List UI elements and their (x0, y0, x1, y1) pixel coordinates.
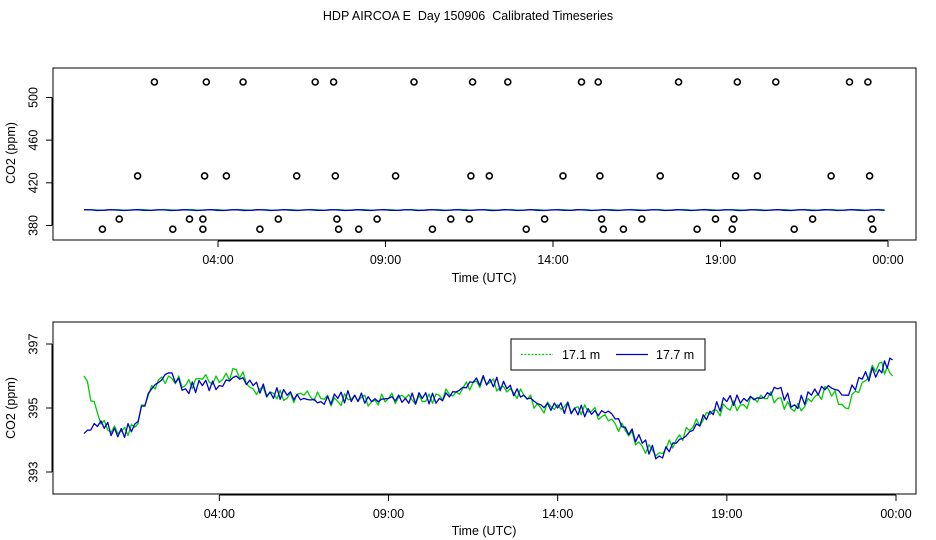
data-point (693, 225, 701, 233)
data-point (753, 172, 762, 180)
x-tick-label: 04:00 (202, 253, 233, 267)
data-point (354, 225, 363, 233)
y-tick-label: 500 (26, 87, 40, 108)
series-line-17-7-m (83, 357, 893, 460)
y-tick-label: 460 (26, 130, 40, 151)
data-point (169, 225, 177, 233)
x-tick-label: 00:00 (880, 507, 911, 521)
x-tick-label: 00:00 (872, 253, 903, 267)
x-tick-label: 14:00 (537, 253, 568, 267)
data-point (733, 78, 742, 86)
data-point (728, 225, 737, 233)
data-point (334, 225, 343, 233)
data-point (331, 172, 340, 180)
data-point (522, 225, 531, 233)
y-tick-label: 380 (26, 215, 40, 236)
data-point (827, 172, 835, 180)
data-point (329, 78, 338, 86)
data-point (771, 78, 780, 86)
x-axis-bottom: 04:00 09:00 14:00 19:00 00:00 (204, 494, 912, 521)
y-tick-label: 420 (26, 172, 40, 193)
y-tick-label: 393 (26, 462, 40, 483)
y-tick-label: 397 (26, 334, 40, 355)
data-point (133, 172, 142, 180)
data-point (150, 78, 159, 86)
y-axis-label-bottom: CO2 (ppm) (4, 377, 18, 439)
data-point (597, 215, 606, 223)
legend-label-17-1m: 17.1 m (562, 348, 600, 362)
data-point (867, 215, 876, 223)
data-point (468, 78, 477, 86)
x-tick-label: 19:00 (711, 507, 742, 521)
plot-frame-top (52, 67, 917, 241)
y-axis-label-top: CO2 (ppm) (4, 122, 18, 184)
data-point (599, 225, 608, 233)
data-point (446, 215, 455, 223)
x-tick-label: 04:00 (204, 507, 235, 521)
data-point (115, 215, 123, 223)
data-point (594, 78, 603, 86)
data-point (596, 172, 604, 180)
data-point (869, 225, 877, 233)
x-tick-label: 19:00 (705, 253, 736, 267)
series-line-blue (83, 209, 885, 212)
data-point (98, 225, 107, 233)
data-point (199, 215, 207, 223)
data-point (311, 78, 320, 86)
y-axis-bottom: 393 395 397 (26, 334, 53, 483)
data-point (864, 78, 872, 86)
data-point (711, 215, 720, 223)
data-point (239, 78, 247, 86)
data-point (256, 225, 264, 233)
data-point (185, 215, 194, 223)
data-point (200, 172, 209, 180)
panel-bottom-timeseries: 393 395 397 04:00 09:00 14:00 19:00 00:00 Time… (4, 321, 917, 538)
data-point (865, 172, 874, 180)
x-tick-label: 09:00 (370, 253, 401, 267)
data-point (674, 78, 683, 86)
y-tick-label: 395 (26, 398, 40, 419)
data-point (577, 78, 586, 86)
x-axis-label-bottom: Time (UTC) (452, 524, 517, 538)
plot-frame-bottom (52, 321, 917, 495)
x-axis-top: 04:00 09:00 14:00 19:00 00:00 (202, 240, 904, 267)
data-point (199, 225, 207, 233)
data-point (730, 215, 738, 223)
data-point (391, 172, 400, 180)
legend: 17.1 m 17.7 m (510, 338, 706, 371)
data-point (465, 215, 474, 223)
series-lines-bottom (83, 357, 894, 460)
data-point (619, 225, 628, 233)
series-lines-top (83, 208, 885, 212)
series-line-17-1-m (83, 361, 894, 457)
data-point (467, 172, 475, 180)
data-point (790, 225, 799, 233)
chart-title: HDP AIRCOA E Day 150906 Calibrated Times… (322, 9, 614, 23)
panel-top-timeseries: 380 420 460 500 04:00 09:00 14:00 19:00 00:00 T… (4, 67, 917, 285)
data-point (410, 78, 418, 86)
data-point (503, 78, 512, 86)
data-point (656, 172, 665, 180)
points-top (98, 78, 877, 233)
data-point (637, 215, 646, 223)
data-point (845, 78, 854, 86)
data-point (485, 172, 494, 180)
data-point (292, 172, 301, 180)
data-point (731, 172, 740, 180)
data-point (559, 172, 567, 180)
legend-label-17-7m: 17.7 m (656, 348, 694, 362)
data-point (808, 215, 817, 223)
y-axis-top: 380 420 460 500 (26, 87, 53, 236)
data-point (333, 215, 341, 223)
data-point (202, 78, 211, 86)
data-point (428, 225, 437, 233)
data-point (540, 215, 549, 223)
x-tick-label: 14:00 (542, 507, 573, 521)
data-point (222, 172, 231, 180)
x-tick-label: 09:00 (373, 507, 404, 521)
x-axis-label-top: Time (UTC) (452, 271, 517, 285)
data-point (373, 215, 381, 223)
data-point (274, 215, 283, 223)
